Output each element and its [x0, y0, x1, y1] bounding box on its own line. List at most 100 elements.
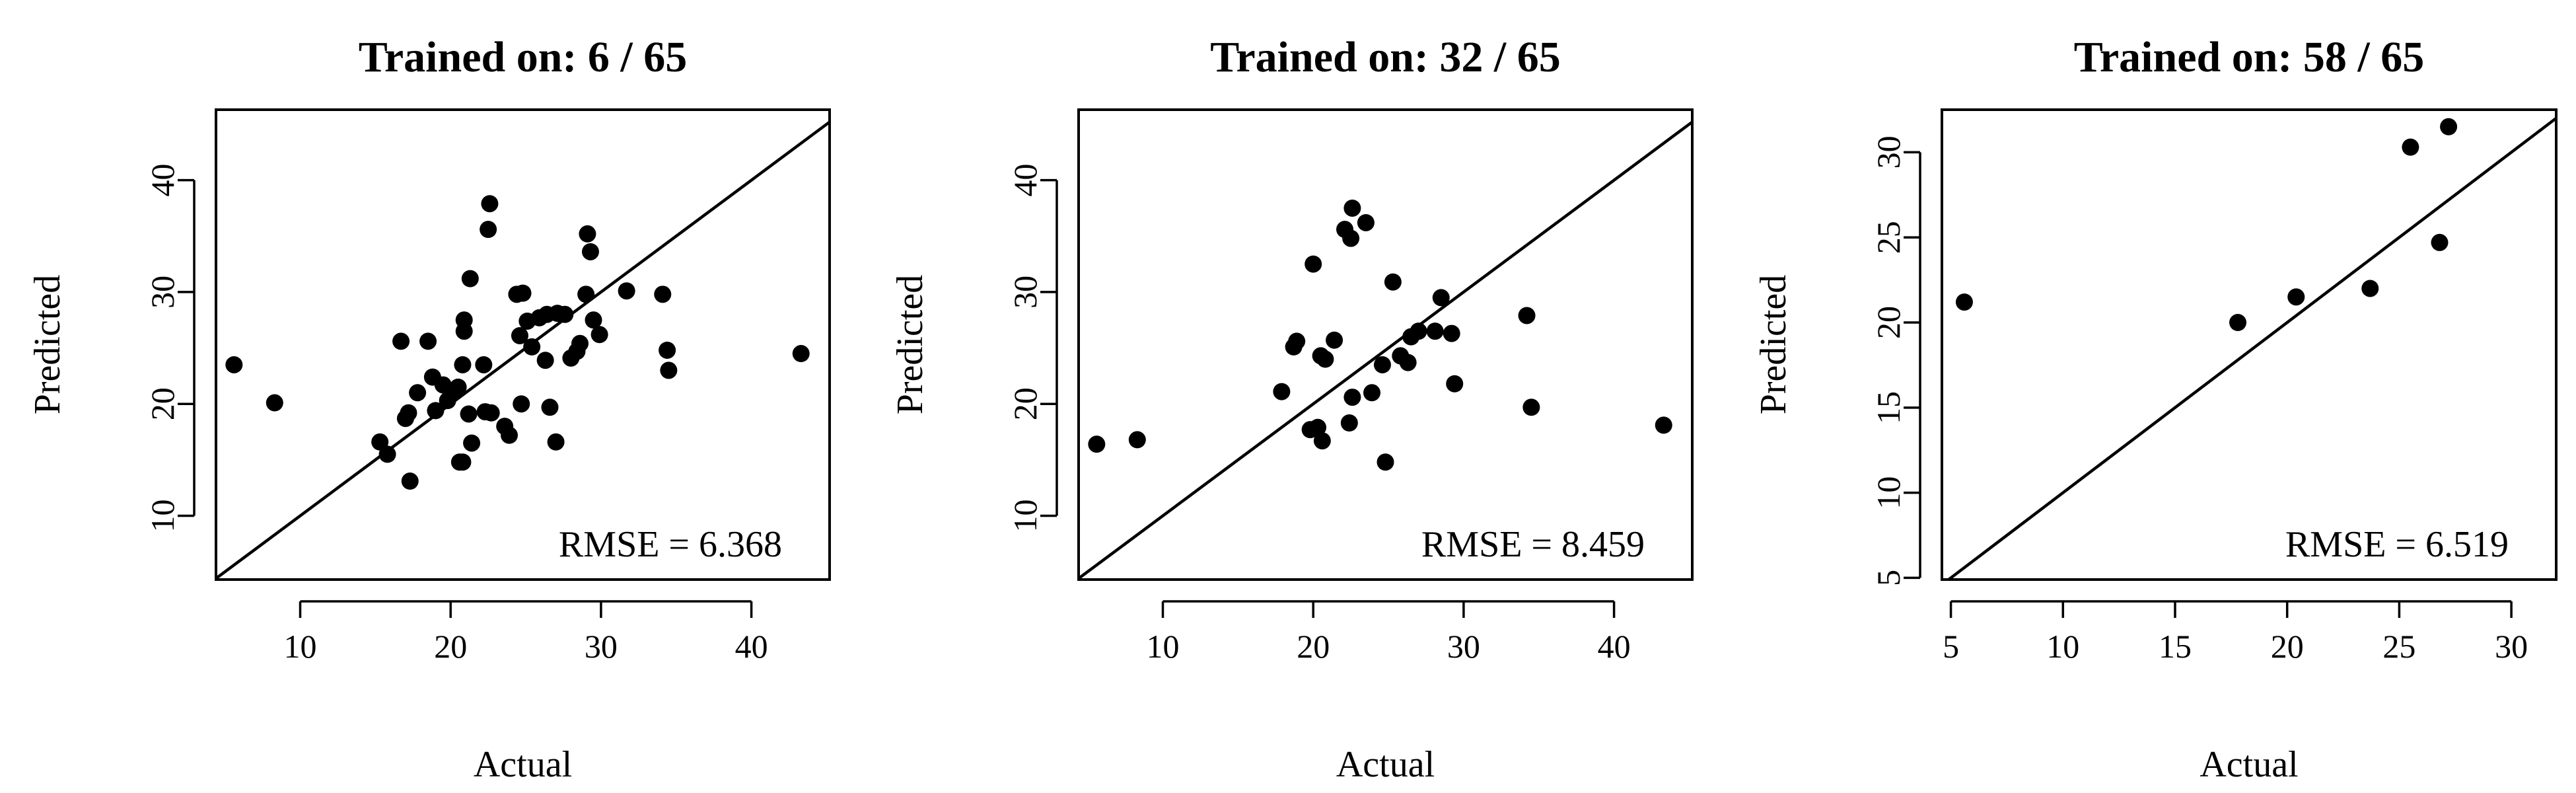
data-point: [577, 285, 595, 303]
data-point: [480, 221, 497, 239]
data-point: [523, 338, 541, 356]
data-point: [2440, 118, 2458, 135]
data-point: [511, 326, 528, 344]
data-point: [1343, 199, 1361, 217]
data-points: [1955, 118, 2458, 332]
data-point: [792, 345, 810, 363]
rmse-annotation: RMSE = 6.368: [559, 524, 782, 565]
scatter-panel-1: Trained on: 6 / 65 10 20 30 40 10 20 30 40 Act…: [27, 33, 831, 785]
data-point: [1340, 414, 1358, 432]
data-point: [1518, 307, 1536, 324]
data-points: [1088, 199, 1672, 471]
data-point: [590, 326, 608, 344]
data-point: [618, 282, 635, 300]
rmse-annotation: RMSE = 6.519: [2285, 524, 2509, 565]
y-axis-label: Predicted: [1753, 275, 1794, 414]
data-point: [427, 402, 445, 420]
data-point: [1410, 322, 1427, 340]
rmse-annotation: RMSE = 8.459: [1421, 524, 1645, 565]
data-point: [392, 332, 410, 350]
plot-frame: [1077, 108, 1694, 581]
y-tick-label: 20: [1007, 387, 1044, 420]
data-point: [513, 395, 530, 413]
data-point: [1305, 255, 1322, 273]
data-point: [2229, 314, 2247, 332]
x-axis-label: Actual: [474, 744, 572, 785]
data-point: [1326, 331, 1343, 349]
data-point: [1655, 416, 1672, 434]
data-point: [556, 305, 574, 323]
data-point: [1343, 389, 1361, 406]
x-axis: 10 20 30 40: [284, 600, 768, 665]
scatter-panel-3: Trained on: 58 / 65 5 10 15 20 25 30 5 10 15 20 2…: [1753, 33, 2558, 785]
y-axis: 10 20 30 40: [1007, 164, 1058, 533]
x-tick-label: 25: [2382, 628, 2415, 665]
data-point: [378, 445, 396, 463]
x-tick-label: 20: [1297, 628, 1330, 665]
data-point: [1432, 289, 1450, 307]
y-tick-label: 10: [144, 500, 181, 533]
x-tick-label: 5: [1943, 628, 1959, 665]
data-point: [547, 433, 565, 451]
x-tick-label: 40: [1598, 628, 1631, 665]
x-axis: 5 10 15 20 25 30: [1943, 600, 2528, 665]
y-axis-label: Predicted: [890, 275, 931, 414]
chart-title: Trained on: 6 / 65: [359, 33, 687, 81]
data-point: [1373, 356, 1391, 373]
data-point: [1446, 375, 1464, 393]
data-point: [659, 341, 676, 359]
data-point: [1128, 431, 1146, 449]
data-point: [401, 472, 419, 490]
data-point: [463, 434, 481, 452]
scatter-panel-2: Trained on: 32 / 65 10 20 30 40 10 20 30 40 Ac…: [890, 33, 1694, 785]
plot-frame: [1941, 108, 2558, 581]
data-points: [225, 195, 810, 490]
data-point: [409, 384, 427, 402]
data-point: [1522, 398, 1540, 416]
data-point: [1273, 383, 1291, 400]
data-point: [455, 311, 473, 329]
data-point: [449, 378, 467, 396]
x-tick-label: 20: [434, 628, 467, 665]
data-point: [371, 433, 389, 451]
y-axis: 5 10 15 20 25 30: [1870, 135, 1921, 586]
data-point: [400, 404, 417, 422]
x-axis-label: Actual: [2200, 744, 2298, 785]
y-tick-label: 25: [1870, 221, 1907, 254]
x-tick-label: 20: [2271, 628, 2304, 665]
identity-line: [1947, 117, 2558, 581]
data-point: [581, 243, 599, 260]
data-point: [2402, 138, 2419, 156]
data-point: [514, 284, 532, 302]
x-axis-label: Actual: [1336, 744, 1435, 785]
plot-frame: [215, 108, 831, 581]
y-tick-label: 40: [1007, 164, 1044, 197]
y-tick-label: 15: [1870, 391, 1907, 424]
data-point: [1443, 324, 1460, 342]
data-point: [1384, 273, 1402, 291]
y-tick-label: 30: [144, 276, 181, 309]
data-point: [2287, 288, 2305, 306]
identity-line: [1077, 120, 1694, 580]
y-axis: 10 20 30 40: [144, 164, 196, 533]
y-tick-label: 20: [144, 387, 181, 420]
x-tick-label: 30: [2495, 628, 2528, 665]
y-tick-label: 10: [1007, 500, 1044, 533]
x-axis: 10 20 30 40: [1147, 600, 1631, 665]
data-point: [454, 356, 472, 373]
data-point: [654, 285, 672, 303]
x-tick-label: 30: [585, 628, 618, 665]
data-point: [266, 394, 283, 412]
data-point: [482, 404, 500, 422]
data-point: [1342, 229, 1360, 247]
data-point: [454, 453, 472, 471]
chart-title: Trained on: 58 / 65: [2074, 33, 2424, 81]
x-tick-label: 15: [2159, 628, 2192, 665]
data-point: [475, 356, 493, 373]
chart-title: Trained on: 32 / 65: [1210, 33, 1560, 81]
y-tick-label: 30: [1870, 135, 1907, 169]
data-point: [501, 426, 519, 444]
x-tick-label: 30: [1447, 628, 1480, 665]
data-point: [536, 352, 554, 369]
data-point: [1399, 354, 1417, 371]
